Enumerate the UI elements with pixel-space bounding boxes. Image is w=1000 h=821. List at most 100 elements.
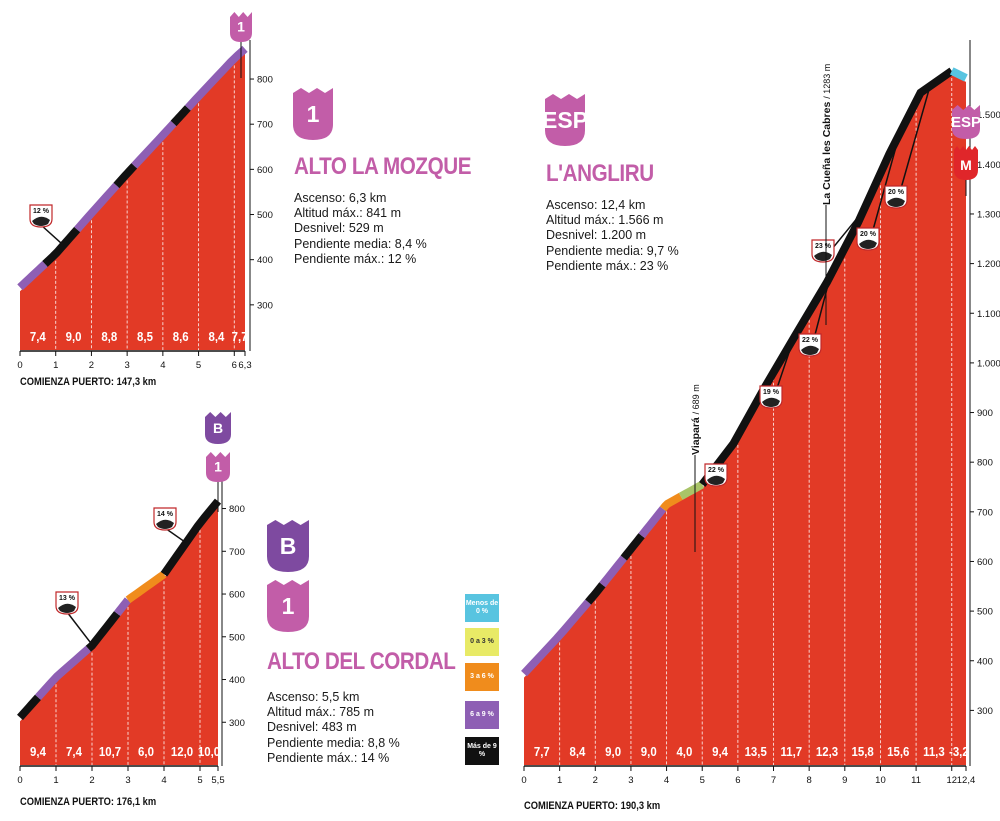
km-gradient-label: 13,5 (745, 744, 767, 759)
y-tick-label: 1.300 (977, 209, 1000, 220)
badge-shape (952, 105, 980, 139)
y-tick-label: 600 (229, 590, 245, 601)
badge-label: 1 (282, 593, 295, 619)
gradient-segment-black (42, 226, 81, 267)
badge-shape (205, 412, 231, 444)
landmark-label: La Cueña les Cabres / 1283 m (821, 64, 833, 325)
climb-title-cordal: ALTO DEL CORDAL (267, 648, 456, 675)
stat-elevation-gain: Desnivel: 529 m (294, 221, 384, 236)
x-tick-label: 5 (700, 775, 705, 786)
x-tick-label: 9 (842, 775, 847, 786)
x-tick-label: 2 (593, 775, 598, 786)
x-tick-label: 6,3 (238, 360, 251, 371)
gradient-segment-black (585, 582, 606, 605)
x-tick-label: 4 (160, 360, 165, 371)
gradient-segment-orange (659, 492, 683, 512)
landmark-name: Viapará (690, 414, 702, 455)
finish-shape (954, 146, 978, 180)
badge-label: ESP (542, 107, 588, 133)
gradient-flag-label: 22 % (708, 467, 725, 474)
stat-max-gradient: Pendiente máx.: 23 % (546, 258, 669, 273)
x-tick-label: 1 (557, 775, 562, 786)
y-tick-label: 300 (977, 706, 993, 717)
km-gradient-label: 6,0 (138, 744, 154, 759)
badge-label: B (280, 533, 297, 559)
category-badge-cordal-bonus: B (267, 520, 309, 572)
badge-label: 1 (214, 459, 222, 475)
landmark-label: Viapará / 689 m (690, 384, 702, 552)
y-tick-label: 800 (257, 75, 273, 86)
category-badge-angliru: ESP (542, 94, 588, 146)
climb-profile-2: 7,7 8,4 9,0 9,0 4,0 9,4 13,5 11,7 12,3 15,8 15,6 11… (521, 40, 1000, 786)
climb-stats-mozque: Ascenso: 6,3 km Altitud máx.: 841 m Desn… (294, 191, 427, 267)
stat-ascent: Ascenso: 12,4 km (546, 198, 646, 212)
gradient-callout: 20 % (856, 125, 903, 251)
stat-max-gradient: Pendiente máx.: 14 % (267, 750, 390, 765)
hill-icon (32, 216, 50, 226)
badge-shape (206, 452, 230, 482)
climb-stats-angliru: Ascenso: 12,4 km Altitud máx.: 1.566 m D… (546, 198, 679, 274)
gradient-flag-label: 23 % (815, 243, 832, 250)
y-tick-label: 700 (977, 507, 993, 518)
climb-title-mozque: ALTO LA MOZQUE (294, 153, 472, 180)
stat-max-gradient: Pendiente máx.: 12 % (294, 251, 417, 266)
gradient-segment-black (160, 498, 222, 577)
gradient-segment-black (620, 533, 645, 561)
x-tick-label: 4 (161, 775, 166, 786)
y-tick-label: 1.000 (977, 358, 1000, 369)
start-label-cordal: COMIENZA PUERTO: 176,1 km (20, 796, 157, 808)
stat-avg-gradient: Pendiente media: 8,8 % (267, 735, 400, 750)
landmark-text: La Cueña les Cabres / 1283 m (821, 64, 833, 205)
hill-icon (801, 345, 819, 355)
km-gradient-label: 7,4 (30, 329, 46, 344)
km-gradient-label: 7,4 (66, 744, 82, 759)
y-tick-label: 400 (977, 656, 993, 667)
legend-item: 6 a 9 % (465, 701, 499, 729)
gradient-callout: 13 % (55, 591, 93, 646)
y-tick-label: 500 (977, 607, 993, 618)
landmark-text: Viapará / 689 m (690, 384, 702, 455)
gradient-segment-purple (35, 645, 92, 700)
x-tick-label: 6 (232, 360, 237, 371)
stat-avg-gradient: Pendiente media: 9,7 % (546, 243, 679, 258)
y-tick-label: 700 (257, 120, 273, 131)
y-tick-label: 900 (977, 408, 993, 419)
gradient-callout: 22 % (798, 274, 832, 357)
gradient-flag-label: 13 % (59, 595, 76, 602)
x-tick-label: 11 (911, 775, 921, 786)
y-tick-label: 600 (257, 165, 273, 176)
stat-max-altitude: Altitud máx.: 1.566 m (546, 213, 664, 228)
category-badge-cordal: 1 (267, 580, 309, 632)
y-tick-label: 400 (229, 675, 245, 686)
gradient-segment-purple (131, 120, 177, 169)
badge-shape (267, 520, 309, 572)
gradient-segment-black (85, 611, 121, 652)
x-tick-label: 6 (735, 775, 740, 786)
hill-icon (156, 519, 174, 529)
km-gradient-label: 9,0 (605, 744, 621, 759)
category-badge-mozque: 1 (293, 88, 333, 140)
x-tick-label: 0 (17, 775, 22, 786)
profile-area (20, 505, 218, 765)
x-tick-label: 10 (875, 775, 886, 786)
gradient-segment-black (699, 67, 955, 487)
km-gradient-label: 12,3 (816, 744, 838, 759)
legend-item: Más de 9 % (465, 737, 499, 765)
badge-label: 1 (237, 19, 245, 35)
km-gradient-label: 7,7 (534, 744, 550, 759)
badge-label: B (213, 420, 223, 436)
gradient-callout: 22 % (704, 450, 728, 487)
y-tick-label: 1.100 (977, 309, 1000, 320)
gradient-segment-green (678, 480, 705, 500)
km-gradient-label: 11,3 (923, 744, 945, 759)
gradient-callout: 12 % (29, 204, 64, 246)
y-tick-label: 800 (229, 504, 245, 515)
stat-elevation-gain: Desnivel: 1.200 m (546, 228, 647, 243)
badge-label: 1 (307, 101, 320, 127)
gradient-segment-purple (114, 597, 132, 617)
gradient-segment-lightblue (949, 67, 968, 82)
km-gradient-label: 8,5 (137, 329, 153, 344)
stat-elevation-gain: Desnivel: 483 m (267, 720, 357, 735)
summit-badge-mozque: 1 (230, 12, 252, 42)
